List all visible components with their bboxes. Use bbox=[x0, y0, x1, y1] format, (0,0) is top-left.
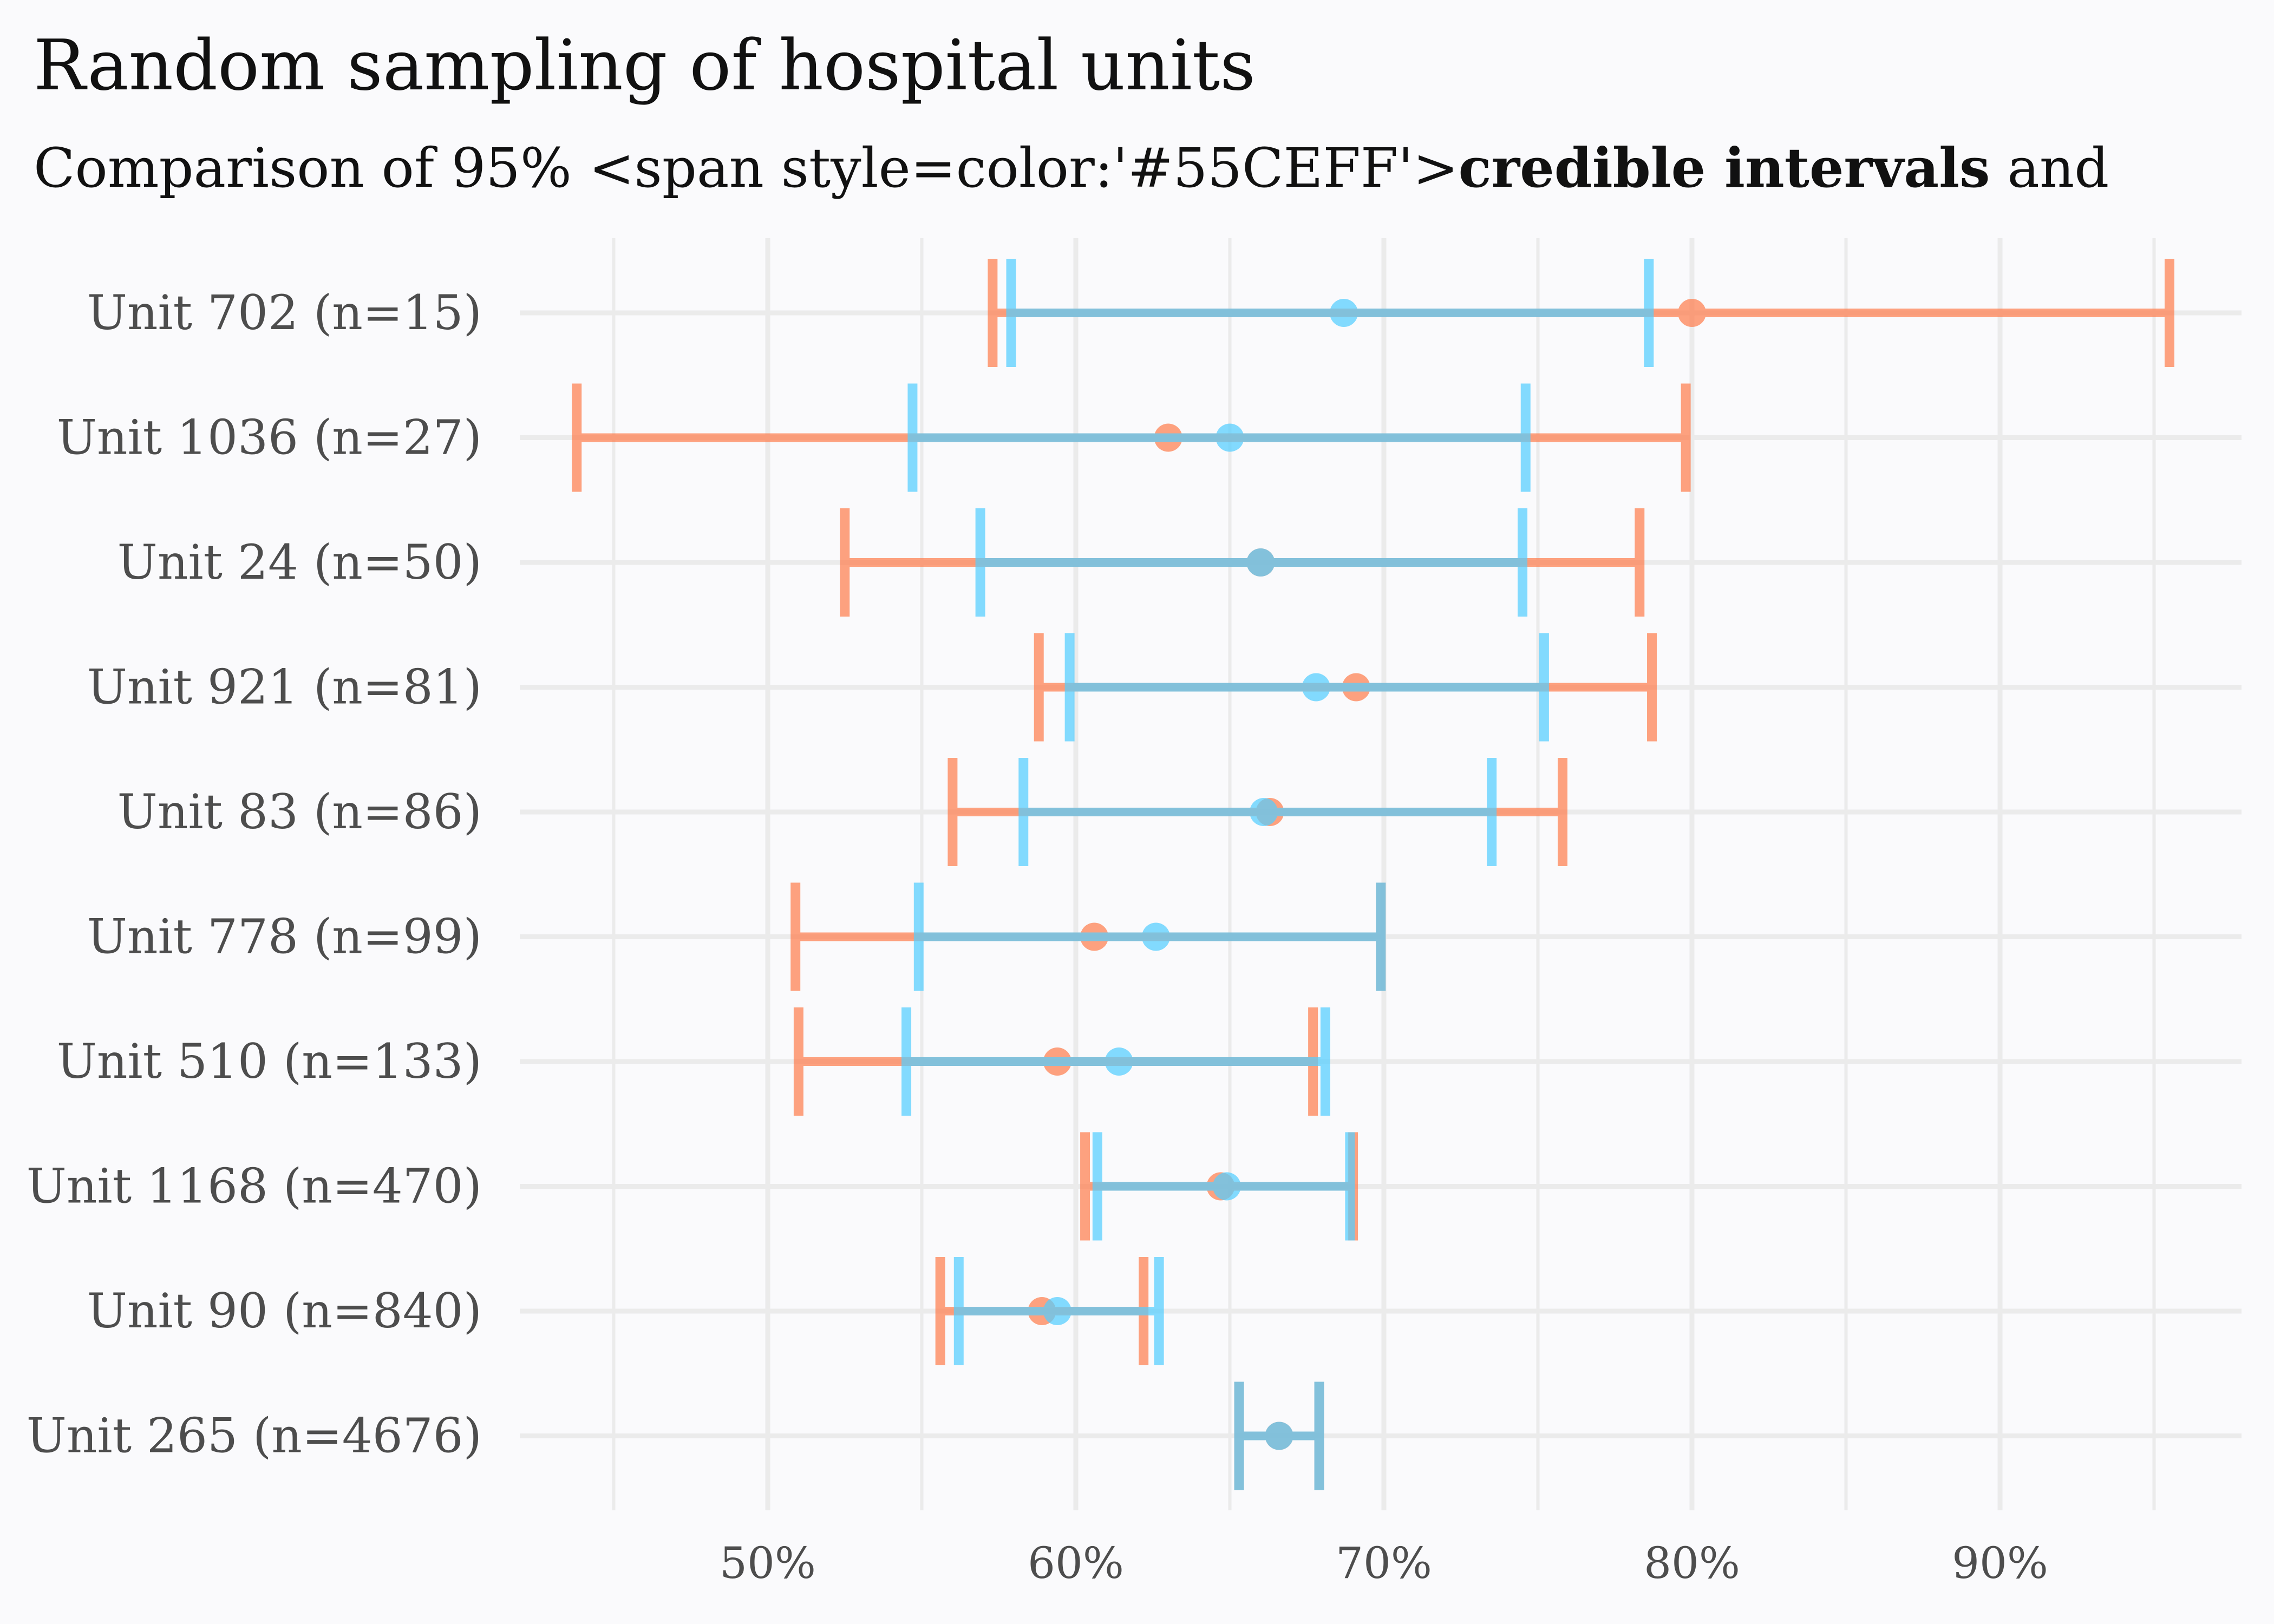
series-credible bbox=[901, 259, 1654, 1490]
x-tick-label: 90% bbox=[1952, 1538, 2048, 1588]
y-axis-labels: Unit 702 (n=15) Unit 1036 (n=27) Unit 24 (… bbox=[27, 285, 482, 1464]
credible-point bbox=[1141, 922, 1170, 951]
x-axis-labels: 50% 60% 70% 80% 90% bbox=[720, 1538, 2048, 1588]
y-tick-label: Unit 265 (n=4676) bbox=[27, 1408, 482, 1464]
subtitle-part-1: Comparison of 95% <span style=color:'#55… bbox=[34, 136, 1459, 200]
subtitle-part-2: credible intervals bbox=[1459, 136, 1990, 200]
y-tick-label: Unit 510 (n=133) bbox=[57, 1033, 482, 1089]
credible-point bbox=[1216, 423, 1244, 452]
credible-point bbox=[1250, 798, 1278, 826]
chart-title: Random sampling of hospital units bbox=[34, 25, 1256, 106]
y-tick-label: Unit 778 (n=99) bbox=[87, 909, 482, 965]
confidence-point bbox=[1678, 299, 1706, 327]
credible-point bbox=[1246, 548, 1275, 577]
y-tick-label: Unit 90 (n=840) bbox=[87, 1283, 482, 1339]
y-tick-label: Unit 921 (n=81) bbox=[87, 659, 482, 715]
y-tick-label: Unit 83 (n=86) bbox=[117, 784, 482, 840]
y-tick-label: Unit 1168 (n=470) bbox=[27, 1158, 482, 1214]
chart-subtitle: Comparison of 95% <span style=color:'#55… bbox=[34, 136, 2109, 200]
credible-point bbox=[1302, 673, 1330, 702]
y-tick-label: Unit 702 (n=15) bbox=[87, 285, 482, 340]
credible-point bbox=[1265, 1422, 1293, 1450]
y-tick-label: Unit 1036 (n=27) bbox=[57, 410, 482, 466]
x-tick-label: 70% bbox=[1336, 1538, 1432, 1588]
x-tick-label: 80% bbox=[1644, 1538, 1740, 1588]
y-tick-label: Unit 24 (n=50) bbox=[117, 534, 482, 590]
interval-marks bbox=[572, 259, 2174, 1490]
credible-point bbox=[1212, 1172, 1241, 1201]
subtitle-part-3: and bbox=[1990, 136, 2109, 200]
x-tick-label: 50% bbox=[720, 1538, 816, 1588]
credible-point bbox=[1043, 1297, 1071, 1325]
x-tick-label: 60% bbox=[1028, 1538, 1124, 1588]
credible-point bbox=[1105, 1047, 1133, 1076]
credible-point bbox=[1330, 299, 1358, 327]
